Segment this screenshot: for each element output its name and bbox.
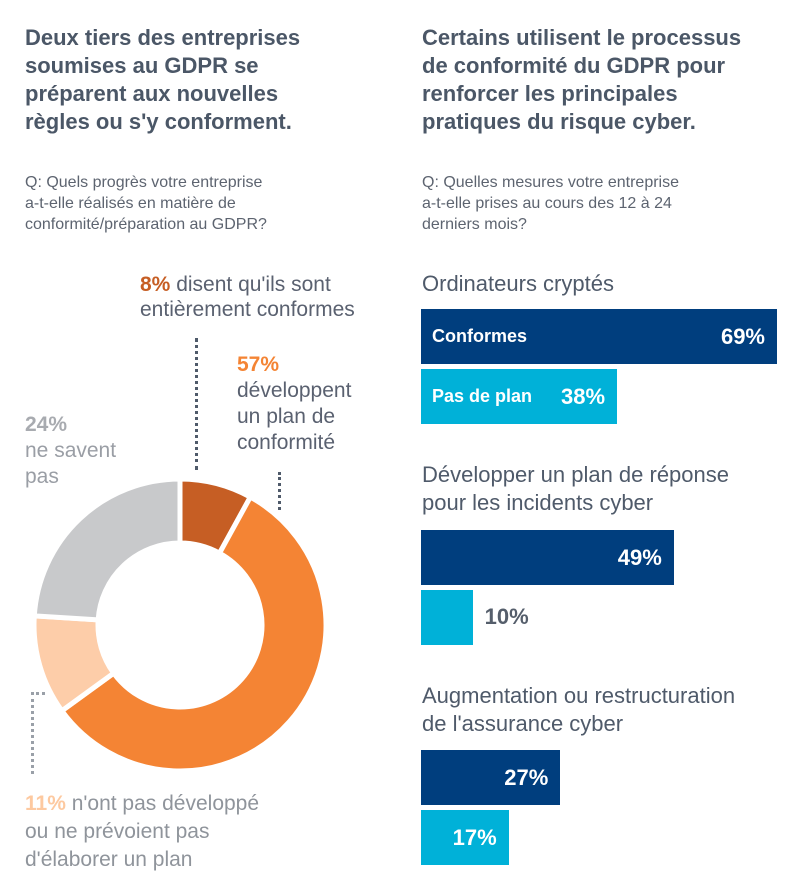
- bar-value-label: 17%: [452, 824, 497, 850]
- label-text: développent: [237, 379, 352, 402]
- leader-line-fully: [195, 338, 198, 470]
- left-title-line: soumises au GDPR se: [25, 53, 259, 78]
- right-title-line: de conformité du GDPR pour: [422, 53, 726, 78]
- bar-conformes-response-plan: 49%: [421, 530, 674, 585]
- bar-no-plan-insurance: 17%: [421, 810, 509, 865]
- leader-line-developing: [278, 472, 281, 510]
- bar-value-label: 27%: [504, 764, 549, 790]
- left-question-line: a-t-elle réalisés en matière de: [25, 195, 236, 212]
- label-text: un plan de: [237, 405, 336, 428]
- pct-fully-compliant: 8%: [140, 273, 171, 296]
- bar-value-label: 10%: [484, 604, 529, 629]
- right-question-line: a-t-elle prises au cours des 12 à 24: [422, 195, 672, 212]
- label-text: d'élaborer un plan: [25, 848, 193, 871]
- leader-line-no-plan: [31, 692, 34, 774]
- leader-line-no-plan-h: [31, 692, 45, 695]
- bar-conformes-insurance: 27%: [421, 750, 561, 805]
- bar-group-title: Ordinateurs cryptés: [422, 270, 614, 298]
- bar-conformes-encrypted: Conformes 69%: [421, 309, 777, 364]
- label-dont-know: 24% ne savent pas: [25, 412, 116, 490]
- left-title: Deux tiers des entreprises soumises au G…: [25, 24, 300, 136]
- right-title-line: Certains utilisent le processus: [422, 25, 742, 50]
- left-title-line: Deux tiers des entreprises: [25, 25, 301, 50]
- right-question: Q: Quelles mesures votre entreprise a-t-…: [422, 172, 679, 235]
- label-text: entièrement conformes: [140, 298, 355, 321]
- label-text: pas: [25, 465, 59, 488]
- left-question-line: conformité/préparation au GDPR?: [25, 216, 267, 233]
- slice-dont-know: [31, 476, 183, 623]
- left-question-line: Q: Quels progrès votre entreprise: [25, 174, 263, 191]
- label-fully-compliant: 8% disent qu'ils sont entièrement confor…: [140, 272, 355, 322]
- left-title-line: règles ou s'y conforment.: [25, 109, 292, 134]
- label-text: ne savent: [25, 439, 117, 462]
- bar-group-title-line: Augmentation ou restructuration: [422, 683, 736, 708]
- label-no-plan: 11% n'ont pas développé ou ne prévoient …: [25, 790, 259, 874]
- bar-no-plan-response-plan: [421, 590, 473, 645]
- bar-value-label: 38%: [561, 383, 606, 409]
- label-text: disent qu'ils sont: [170, 273, 331, 296]
- bar-value-label: 69%: [720, 323, 765, 349]
- pct-no-plan: 11%: [25, 792, 66, 815]
- right-question-line: derniers mois?: [422, 216, 527, 233]
- right-title-line: renforcer les principales: [422, 81, 678, 106]
- label-text: ou ne prévoient pas: [25, 820, 210, 843]
- label-developing: 57% développent un plan de conformité: [237, 352, 351, 456]
- donut-chart: [31, 476, 329, 774]
- label-text: conformité: [237, 431, 336, 454]
- bar-no-plan-encrypted: Pas de plan 38%: [421, 369, 618, 424]
- pct-dont-know: 24%: [25, 413, 68, 436]
- bar-group-title-line: pour les incidents cyber: [422, 490, 654, 515]
- bar-group-title-line: Ordinateurs cryptés: [422, 271, 614, 296]
- right-title: Certains utilisent le processus de confo…: [422, 24, 741, 136]
- bar-group-title-line: de l'assurance cyber: [422, 711, 624, 736]
- right-title-line: pratiques du risque cyber.: [422, 109, 696, 134]
- bar-series-label: Conformes: [432, 326, 528, 346]
- pct-developing: 57%: [237, 353, 280, 376]
- bar-series-label: Pas de plan: [432, 386, 533, 406]
- label-text: n'ont pas développé: [65, 792, 260, 815]
- bar-group-title: Augmentation ou restructuration de l'ass…: [422, 682, 735, 738]
- bar-group-title-line: Développer un plan de réponse: [422, 462, 730, 487]
- bar-value-label: 49%: [617, 544, 662, 570]
- left-question: Q: Quels progrès votre entreprise a-t-el…: [25, 172, 267, 235]
- slice-developing: [58, 493, 329, 774]
- right-question-line: Q: Quelles mesures votre entreprise: [422, 174, 679, 191]
- left-title-line: préparent aux nouvelles: [25, 81, 279, 106]
- bar-group-title: Développer un plan de réponse pour les i…: [422, 461, 729, 517]
